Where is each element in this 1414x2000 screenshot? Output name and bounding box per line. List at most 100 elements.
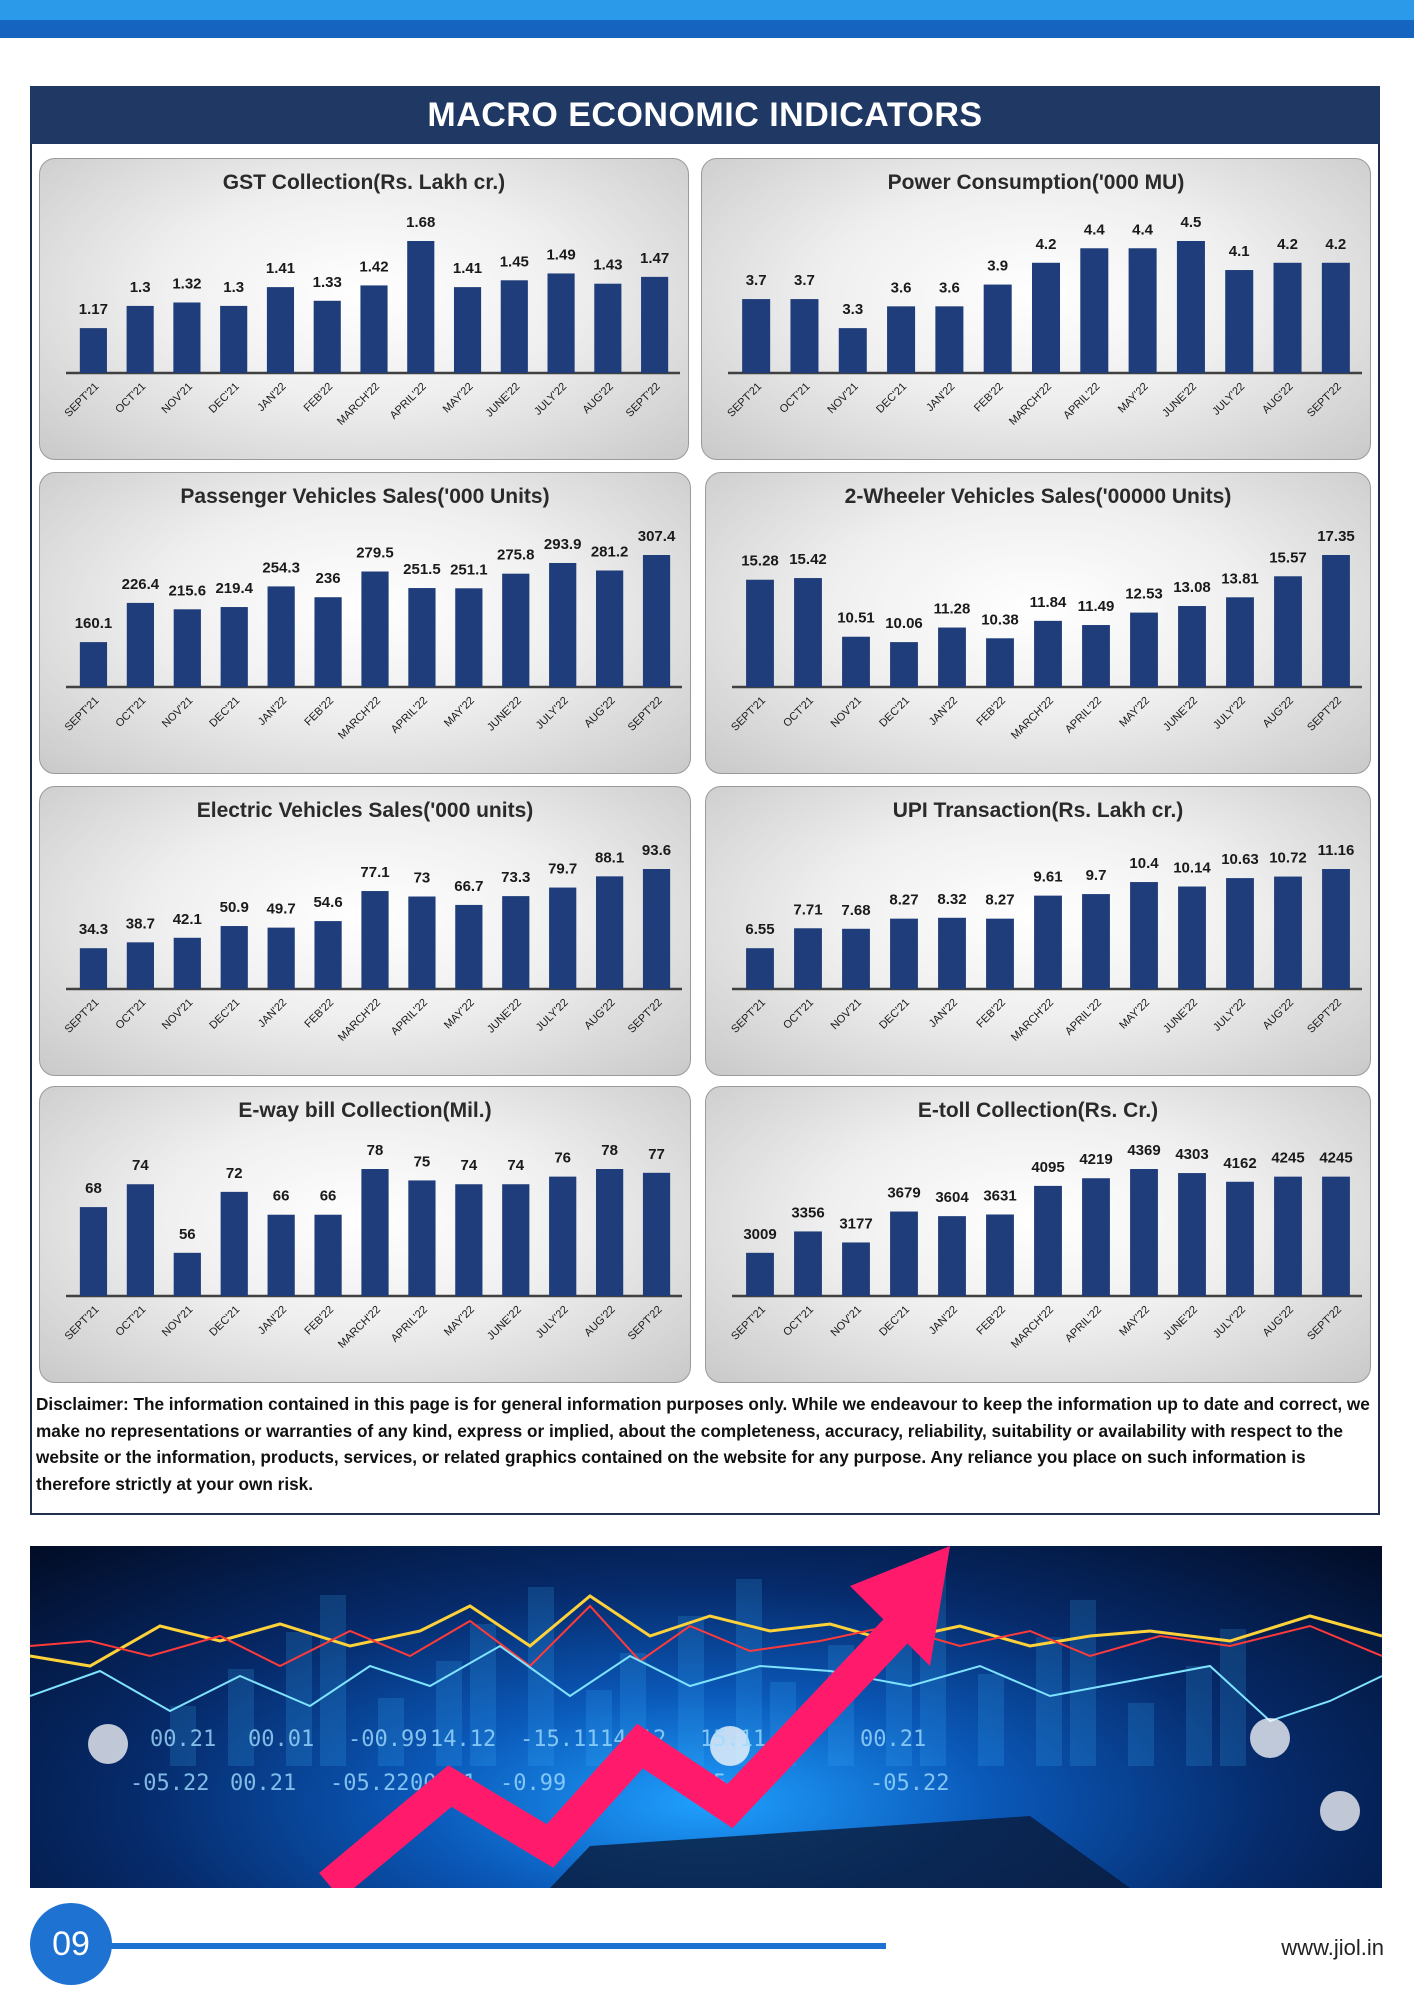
bar-april-22: [407, 241, 435, 373]
bar-aug-22: [594, 283, 622, 373]
bar-nov-21: [173, 1252, 201, 1296]
bar-dec-21: [220, 926, 248, 989]
data-label: 4095: [1031, 1159, 1064, 1176]
bar-aug-22: [1274, 576, 1302, 687]
bar-nov-21: [173, 302, 201, 373]
x-tick-label: OCT'21: [781, 695, 816, 730]
data-label: 1.3: [130, 279, 151, 296]
data-label: 12.53: [1125, 586, 1163, 603]
data-label: 66.7: [454, 878, 483, 895]
bar-nov-21: [842, 636, 870, 687]
banner-glow-column: [1036, 1637, 1062, 1766]
data-label: 4303: [1175, 1146, 1208, 1163]
bar-sept-22: [1322, 1176, 1350, 1296]
banner-light-dot: [1250, 1718, 1290, 1758]
x-tick-label: APRIL'22: [389, 695, 430, 736]
data-label: 1.17: [79, 301, 108, 318]
banner-ticker-value: 00.21: [150, 1727, 216, 1752]
banner-glow-column: [470, 1624, 496, 1766]
x-tick-label: SEPT'21: [729, 997, 768, 1036]
data-label: 3679: [887, 1185, 920, 1202]
chart-panel-2-wheeler-vehicles-sales-00000-units: 2-Wheeler Vehicles Sales('00000 Units) 15…: [705, 472, 1371, 774]
data-label: 66: [273, 1188, 290, 1205]
bar-chart-electric-vehicles-sales-000-units: 34.3 SEPT'21 38.7 OCT'21 42.1 NOV'21 50.9 DEC'2…: [63, 842, 682, 1044]
x-tick-label: JULY'22: [532, 381, 569, 418]
data-label: 219.4: [215, 580, 253, 597]
data-label: 15.42: [789, 551, 827, 568]
x-tick-label: APRIL'22: [389, 997, 430, 1038]
data-label: 8.32: [937, 891, 966, 908]
banner-glow-column: [228, 1669, 254, 1766]
x-tick-label: FEB'22: [974, 997, 1008, 1031]
data-label: 73: [414, 870, 431, 887]
data-label: 3.6: [939, 279, 960, 296]
x-tick-label: AUG'22: [582, 997, 617, 1032]
bar-sept-21: [742, 299, 771, 373]
chart-title: Electric Vehicles Sales('000 units): [196, 799, 534, 822]
bar-sept-21: [79, 1207, 108, 1296]
banner-up-arrow-line: [319, 1604, 923, 1888]
x-tick-label: DEC'21: [207, 997, 242, 1032]
chart-title: Power Consumption('000 MU): [887, 171, 1185, 194]
bar-jan-22: [267, 927, 295, 989]
bar-april-22: [408, 1180, 436, 1296]
bar-nov-21: [173, 937, 201, 989]
x-tick-label: FEB'22: [302, 997, 336, 1031]
banner-up-arrow-head: [850, 1546, 950, 1666]
data-label: 34.3: [79, 921, 108, 938]
data-label: 6.55: [745, 921, 774, 938]
banner-screen: [550, 1816, 1130, 1888]
data-label: 11.84: [1030, 594, 1067, 611]
data-label: 3.3: [842, 301, 863, 318]
data-label: 13.81: [1221, 570, 1259, 587]
chart-panel-power-consumption-000-mu: Power Consumption('000 MU) 3.7 SEPT'21 3.7 O…: [701, 158, 1371, 460]
data-label: 4245: [1319, 1150, 1352, 1167]
x-tick-label: MAY'22: [1117, 1304, 1152, 1339]
bar-nov-21: [842, 928, 870, 989]
banner-glow-column: [1220, 1629, 1246, 1766]
data-label: 93.6: [642, 842, 671, 859]
data-label: 3.9: [987, 258, 1008, 275]
bar-feb-22: [986, 1214, 1014, 1296]
x-tick-label: APRIL'22: [1061, 381, 1102, 422]
x-tick-label: SEPT'22: [626, 695, 665, 734]
chart-title: UPI Transaction(Rs. Lakh cr.): [892, 799, 1184, 822]
x-tick-label: JULY'22: [1211, 1304, 1248, 1341]
data-label: 10.72: [1269, 850, 1307, 867]
bar-feb-22: [983, 284, 1012, 373]
bar-may-22: [1130, 612, 1158, 687]
bar-sept-21: [79, 328, 107, 373]
data-label: 77: [648, 1146, 665, 1163]
x-tick-label: FEB'22: [302, 695, 336, 729]
x-tick-label: MAY'22: [1117, 997, 1152, 1032]
data-label: 3177: [839, 1215, 872, 1232]
data-label: 74: [461, 1157, 478, 1174]
bar-may-22: [1130, 882, 1158, 989]
bar-april-22: [408, 588, 436, 687]
bar-feb-22: [314, 1214, 342, 1296]
x-tick-label: JUNE'22: [1160, 381, 1199, 420]
x-tick-label: NOV'21: [160, 1304, 195, 1339]
x-tick-label: FEB'22: [974, 1304, 1008, 1338]
x-tick-label: MARCH'22: [335, 381, 382, 428]
x-tick-label: JUNE'22: [485, 695, 524, 734]
data-label: 13.08: [1173, 579, 1211, 596]
bar-aug-22: [596, 570, 624, 687]
bar-oct-21: [126, 305, 154, 373]
bar-oct-21: [794, 1231, 822, 1296]
data-label: 4.2: [1325, 236, 1346, 253]
data-label: 1.45: [500, 253, 529, 270]
x-tick-label: MARCH'22: [1009, 1304, 1056, 1351]
data-label: 215.6: [169, 582, 207, 599]
x-tick-label: OCT'21: [781, 997, 816, 1032]
x-tick-label: APRIL'22: [389, 1304, 430, 1345]
bar-aug-22: [596, 1169, 624, 1296]
bar-jan-22: [266, 287, 295, 373]
bar-may-22: [453, 287, 482, 373]
bar-july-22: [1226, 1181, 1254, 1296]
data-label: 11.16: [1318, 842, 1355, 859]
data-label: 74: [132, 1157, 149, 1174]
x-tick-label: AUG'22: [1261, 997, 1296, 1032]
bar-nov-21: [842, 1242, 870, 1296]
stock-market-banner-image: 00.21 00.01 -00.99 14.12 -15.11 14.12 15.11 00.…: [30, 1546, 1382, 1888]
